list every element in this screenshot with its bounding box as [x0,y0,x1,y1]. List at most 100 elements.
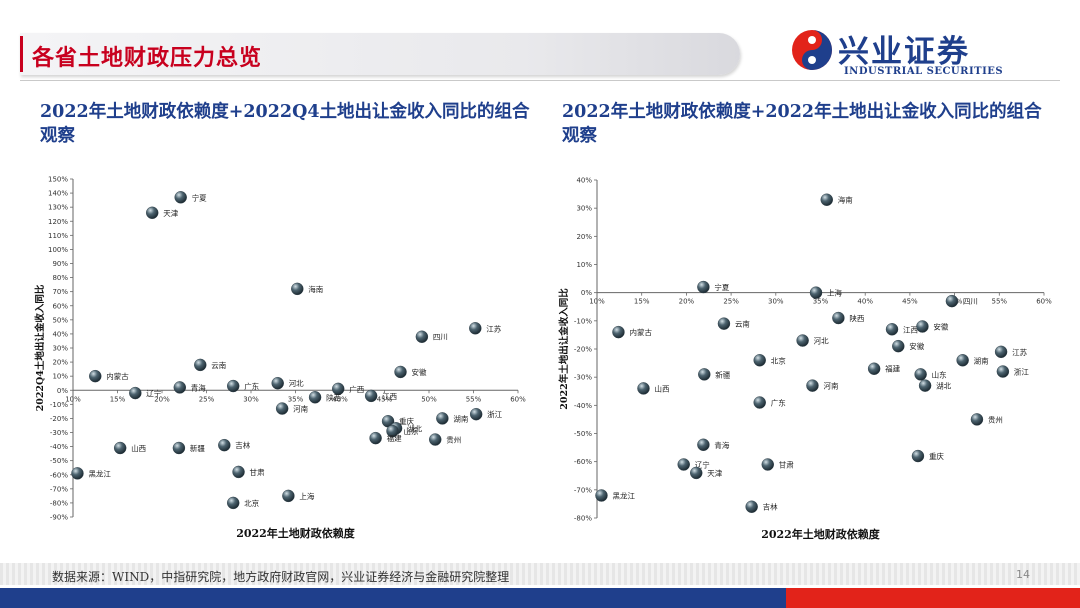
data-point [173,381,187,394]
data-point-label: 福建 [387,433,402,443]
y-tick-label: 50% [52,316,68,324]
y-axis-title: 2022Q4土地出让金收入同比 [34,284,46,411]
x-tick-label: 35% [813,298,829,306]
x-tick-label: 40% [332,395,348,403]
y-tick-label: -80% [574,515,592,523]
y-tick-label: 70% [52,288,68,296]
y-tick-label: 10% [52,373,68,381]
logo-icon [792,30,832,70]
data-point [172,441,186,455]
data-point-label: 内蒙古 [629,327,652,337]
x-tick-label: 20% [154,395,170,403]
data-point [761,458,774,471]
data-point [996,365,1010,378]
data-point-label: 福建 [885,364,900,374]
y-tick-label: 10% [576,261,592,269]
brand-logo: 兴业证券 INDUSTRIAL SECURITIES [790,26,1050,78]
data-point [637,382,650,395]
data-point [697,438,710,451]
data-point-label: 吉林 [763,502,778,512]
data-point [698,368,711,381]
logo-text-cn: 兴业证券 [838,34,970,70]
data-point [332,382,345,396]
data-point [945,294,959,308]
y-tick-label: 150% [48,176,68,184]
data-point [386,424,399,438]
x-tick-label: 15% [110,395,126,403]
scatter-chart-left: 150% 140% 130% 120% 110% 100% 90% 80% 70% 60% 50% 4… [34,176,526,541]
data-point-label: 天津 [707,469,722,478]
data-point-label: 重庆 [929,451,944,461]
y-tick-label: 30% [576,205,592,213]
title-bar [20,33,740,75]
data-point [174,191,187,204]
x-tick-label: 30% [243,395,259,403]
data-point [429,433,442,446]
data-point [275,402,289,415]
data-point-label: 海南 [838,195,853,205]
data-point-label: 贵州 [988,414,1003,424]
data-point-label: 湖南 [453,413,468,423]
y-tick-label: -10% [50,401,68,409]
data-point [690,466,703,480]
y-tick-label: -60% [574,458,592,466]
data-point [970,413,984,426]
data-point-label: 北京 [771,355,786,365]
data-point [796,334,809,347]
x-tick-label: 50% [421,395,437,403]
y-tick-label: 90% [52,260,68,268]
data-point-label: 陕西 [326,392,341,402]
data-point-label: 广西 [349,384,364,394]
data-point [394,365,407,379]
data-point-label: 安徽 [909,341,924,351]
data-point-label: 浙江 [487,409,502,419]
data-point-label: 黑龙江 [612,490,635,500]
data-point-label: 湖北 [407,424,422,433]
x-axis-title: 2022年土地财政依赖度 [761,527,881,541]
y-tick-label: 40% [52,330,68,338]
data-point-label: 上海 [827,288,842,298]
data-point-label: 山西 [131,443,146,453]
x-tick-label: 45% [902,298,918,306]
y-tick-label: 0% [57,387,68,395]
data-point [271,377,284,390]
data-point [369,431,382,445]
data-point [753,396,766,409]
x-tick-label: 25% [723,298,739,306]
data-point-label: 四川 [963,297,978,306]
y-tick-label: -40% [50,443,68,451]
data-point [218,438,231,452]
data-point-label: 黑龙江 [88,468,111,478]
data-point [918,379,932,392]
x-tick-label: 55% [992,298,1008,306]
data-point-label: 吉林 [235,440,250,450]
data-point [717,317,731,330]
data-point [809,286,823,299]
data-point [469,407,483,421]
data-point [469,322,482,335]
y-tick-label: -90% [50,514,68,522]
data-point [867,362,881,375]
y-tick-label: 20% [576,233,592,241]
data-point [89,369,102,383]
data-point [415,330,429,343]
data-point [914,368,927,381]
data-point [291,282,304,296]
data-point-label: 内蒙古 [106,371,129,381]
x-tick-label: 30% [768,298,784,306]
source-note: 数据来源：WIND，中指研究院，地方政府财政官网，兴业证券经济与金融研究院整理 [52,570,510,584]
x-tick-label: 35% [288,395,304,403]
y-tick-label: 140% [48,190,68,198]
y-tick-label: -70% [574,486,592,494]
data-point-label: 新疆 [190,443,205,453]
data-point [226,379,240,393]
data-point [806,379,819,392]
y-axis-title: 2022年土地出让金收入同比 [558,288,570,410]
y-tick-label: -20% [574,346,592,354]
y-tick-label: 80% [52,274,68,282]
page-title: 各省土地财政压力总览 [32,45,263,71]
data-point-label: 新疆 [715,369,730,379]
data-point [226,496,240,510]
data-point-label: 江苏 [486,323,501,333]
data-point [364,389,378,403]
